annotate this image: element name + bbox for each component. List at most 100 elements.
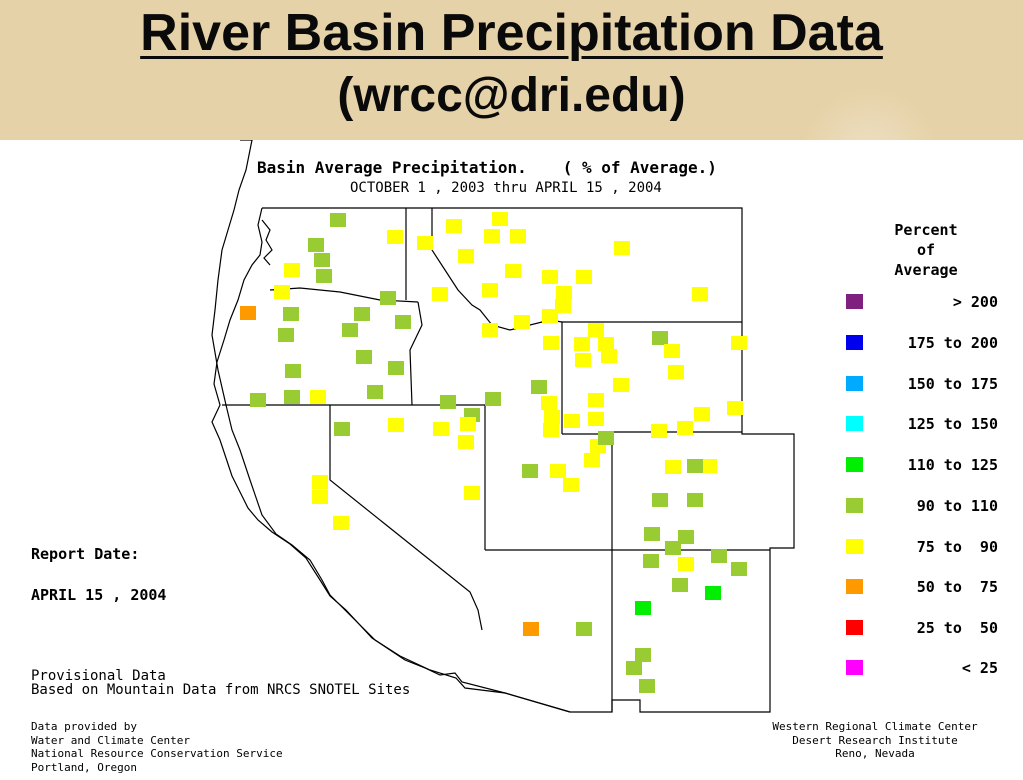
- credits-left-line: Data provided by: [31, 720, 137, 733]
- station-marker: [541, 396, 557, 410]
- credits-right-line: Western Regional Climate Center: [772, 720, 978, 733]
- station-marker: [598, 431, 614, 445]
- legend-swatch: [846, 660, 863, 675]
- legend-title-line: Average: [894, 261, 958, 279]
- station-marker: [555, 299, 571, 313]
- station-marker: [564, 414, 580, 428]
- page-subtitle-email: (wrcc@dri.edu): [337, 69, 686, 122]
- report-date-value: APRIL 15 , 2004: [31, 586, 167, 604]
- or-id-border: [409, 301, 423, 406]
- station-marker: [635, 648, 651, 662]
- station-marker: [643, 554, 659, 568]
- station-marker: [387, 230, 403, 244]
- station-marker: [731, 562, 747, 576]
- station-marker: [312, 475, 328, 489]
- station-marker: [651, 424, 667, 438]
- map-heading: Basin Average Precipitation. ( % of Avera…: [257, 158, 717, 177]
- provisional-note: Provisional Data: [31, 668, 166, 684]
- station-marker: [440, 395, 456, 409]
- legend-swatch: [846, 539, 863, 554]
- legend-item: 110 to 125: [846, 455, 998, 475]
- station-marker: [505, 264, 521, 278]
- page-title: River Basin Precipitation Data: [140, 4, 883, 62]
- credits-right: Western Regional Climate Center Desert R…: [745, 720, 1005, 761]
- legend-swatch: [846, 335, 863, 350]
- station-marker: [283, 307, 299, 321]
- legend-label: 90 to 110: [916, 497, 998, 515]
- basin-markers: [240, 212, 747, 693]
- map-period: OCTOBER 1 , 2003 thru APRIL 15 , 2004: [350, 180, 662, 196]
- station-marker: [626, 661, 642, 675]
- station-marker: [458, 249, 474, 263]
- station-marker: [388, 418, 404, 432]
- station-marker: [694, 407, 710, 421]
- station-marker: [531, 380, 547, 394]
- station-marker: [522, 464, 538, 478]
- station-marker: [308, 238, 324, 252]
- station-marker: [284, 390, 300, 404]
- pacific-coastline: [211, 207, 571, 713]
- station-marker: [433, 422, 449, 436]
- station-marker: [644, 527, 660, 541]
- legend-label: 110 to 125: [907, 456, 998, 474]
- legend-label: 150 to 175: [907, 375, 998, 393]
- legend-title-line: of: [916, 241, 936, 259]
- puget-sound: [261, 219, 273, 266]
- station-marker: [705, 586, 721, 600]
- legend-item: 150 to 175: [846, 374, 998, 394]
- station-marker: [388, 361, 404, 375]
- station-marker: [556, 286, 572, 300]
- station-marker: [333, 516, 349, 530]
- legend-swatch: [846, 294, 863, 309]
- station-marker: [240, 306, 256, 320]
- station-marker: [598, 337, 614, 351]
- legend-label: 25 to 50: [916, 619, 998, 637]
- station-marker: [464, 486, 480, 500]
- legend-label: > 200: [952, 293, 998, 311]
- title-banner: River Basin Precipitation Data (wrcc@dri…: [0, 0, 1023, 140]
- legend-item: 125 to 150: [846, 414, 998, 434]
- station-marker: [550, 464, 566, 478]
- station-marker: [510, 229, 526, 243]
- station-marker: [460, 417, 476, 431]
- station-marker: [542, 270, 558, 284]
- station-marker: [342, 323, 358, 337]
- station-marker: [665, 541, 681, 555]
- precipitation-map: [211, 140, 795, 713]
- station-marker: [330, 213, 346, 227]
- station-marker: [395, 315, 411, 329]
- credits-left: Data provided by Water and Climate Cente…: [31, 720, 283, 774]
- station-marker: [482, 283, 498, 297]
- legend-item: 90 to 110: [846, 496, 998, 516]
- legend-item: > 200: [846, 292, 998, 312]
- legend-label: 50 to 75: [916, 578, 998, 596]
- station-marker: [701, 459, 717, 473]
- station-marker: [672, 578, 688, 592]
- legend-swatch: [846, 457, 863, 472]
- station-marker: [446, 219, 462, 233]
- station-marker: [417, 236, 433, 250]
- station-marker: [285, 364, 301, 378]
- station-marker: [664, 344, 680, 358]
- station-marker: [334, 422, 350, 436]
- station-marker: [543, 336, 559, 350]
- station-marker: [576, 270, 592, 284]
- station-marker: [514, 315, 530, 329]
- report-date-label: Report Date:: [31, 545, 140, 563]
- station-marker: [356, 350, 372, 364]
- legend-title: Percent of Average: [860, 220, 992, 280]
- station-marker: [613, 378, 629, 392]
- station-marker: [492, 212, 508, 226]
- station-marker: [588, 412, 604, 426]
- station-marker: [731, 336, 747, 350]
- station-marker: [316, 269, 332, 283]
- credits-left-line: National Resource Conservation Service: [31, 747, 283, 760]
- legend-label: < 25: [961, 659, 998, 677]
- station-marker: [665, 460, 681, 474]
- legend-item: 75 to 90: [846, 537, 998, 557]
- legend-swatch: [846, 579, 863, 594]
- legend-label: 75 to 90: [916, 538, 998, 556]
- station-marker: [485, 392, 501, 406]
- station-marker: [639, 679, 655, 693]
- station-marker: [601, 349, 617, 363]
